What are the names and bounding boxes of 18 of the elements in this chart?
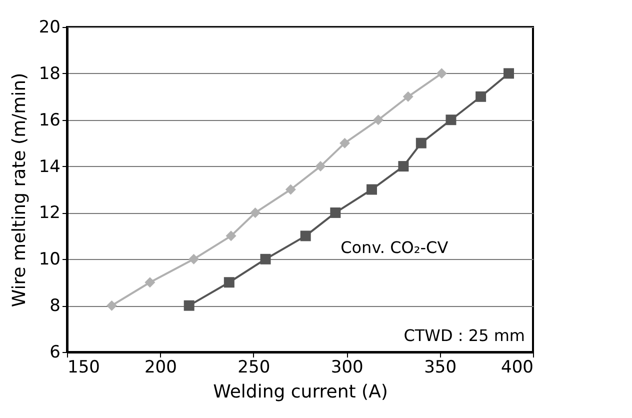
y-axis-title: Wire melting rate (m/min) (8, 72, 30, 308)
x-tick-label: 250 (238, 358, 270, 378)
y-tick-label: 12 (38, 203, 60, 224)
x-tick-label: 400 (501, 358, 534, 378)
x-tick-label: 200 (144, 358, 177, 378)
y-tick-label: 8 (50, 296, 60, 316)
x-axis-title: Welding current (A) (213, 382, 388, 402)
x-tick-label: 300 (330, 358, 364, 378)
x-tick-label: 350 (424, 358, 457, 378)
x-tick-label: 150 (68, 358, 100, 378)
y-tick-label: 20 (38, 18, 60, 38)
annotation: CTWD : 25 mm (404, 326, 525, 345)
y-tick-label: 14 (38, 156, 60, 177)
series-label: Conv. CO₂-CV (340, 238, 448, 257)
y-tick-label: 16 (38, 110, 60, 130)
y-tick-label: 10 (38, 250, 60, 270)
y-tick-label: 18 (38, 64, 60, 84)
y-tick-label: 6 (50, 342, 60, 362)
